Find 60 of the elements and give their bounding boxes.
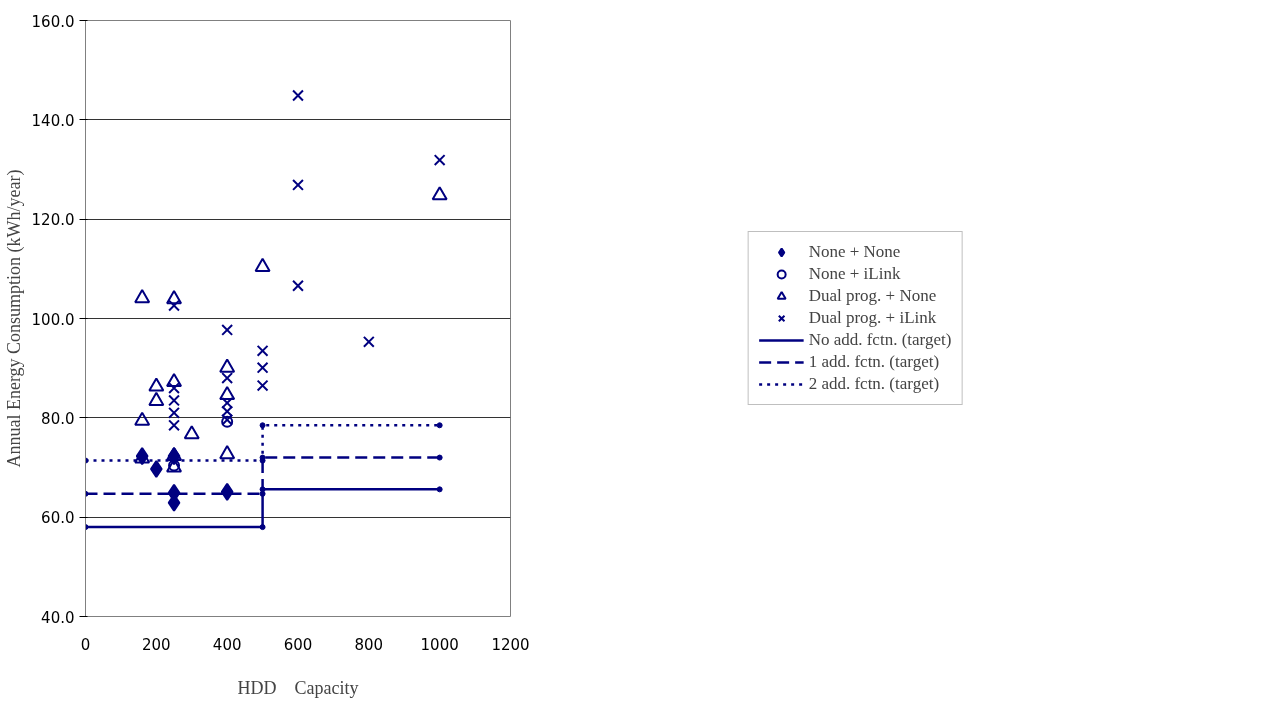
point	[168, 406, 180, 419]
y-axis-title: Annual Energy Consumption (kWh/year)	[3, 169, 25, 468]
legend-label: Dual prog. + None	[808, 286, 937, 306]
point	[166, 372, 183, 388]
point	[292, 89, 304, 102]
point	[168, 394, 180, 407]
x-tick-label: 800	[354, 635, 384, 654]
point	[221, 372, 234, 385]
point	[259, 524, 266, 531]
legend-label: Dual prog. + iLink	[808, 308, 937, 328]
x-axis-title: HDD Capacity	[237, 677, 359, 698]
y-tick-label: 60.0	[41, 509, 75, 528]
point	[220, 482, 234, 501]
point	[436, 486, 443, 493]
point	[221, 323, 234, 336]
point	[292, 279, 304, 292]
x-tick-label: 200	[142, 635, 171, 654]
y-tick-label: 140.0	[31, 111, 75, 130]
point	[134, 289, 151, 304]
point	[183, 425, 200, 440]
point	[362, 335, 375, 348]
point	[254, 257, 271, 272]
x-tick-label: 0	[80, 635, 91, 654]
point	[148, 391, 165, 406]
point	[259, 490, 266, 497]
y-tick-label: 80.0	[41, 409, 75, 428]
point	[219, 385, 236, 401]
y-tick-label: 160.0	[31, 12, 75, 31]
y-tick-label: 40.0	[41, 608, 75, 627]
legend-label: 1 add. fctn. (target)	[808, 352, 940, 372]
x-tick-label: 1200	[491, 635, 530, 654]
x-tick-label: 1000	[420, 635, 459, 654]
legend-label: No add. fctn. (target)	[808, 330, 952, 350]
point	[259, 422, 266, 429]
point	[166, 446, 183, 462]
point	[256, 379, 269, 392]
point	[166, 290, 183, 305]
point	[168, 419, 180, 432]
point	[436, 454, 443, 461]
point	[221, 396, 234, 409]
point	[436, 422, 443, 429]
point	[219, 358, 236, 373]
x-tick-label: 600	[283, 635, 313, 654]
legend-label: None + iLink	[808, 264, 901, 284]
point	[219, 445, 236, 460]
point	[168, 382, 180, 394]
legend-label: None + None	[808, 242, 901, 262]
point	[292, 178, 304, 191]
point	[168, 299, 180, 312]
point	[433, 154, 446, 167]
point	[256, 344, 269, 357]
point	[148, 377, 165, 392]
point	[221, 405, 234, 418]
point	[134, 411, 151, 426]
x-tick-label: 400	[212, 635, 242, 654]
y-tick-label: 100.0	[31, 310, 75, 329]
point	[256, 361, 269, 374]
y-tick-label: 120.0	[31, 211, 75, 230]
point	[431, 186, 448, 201]
legend-label: 2 add. fctn. (target)	[808, 374, 940, 394]
